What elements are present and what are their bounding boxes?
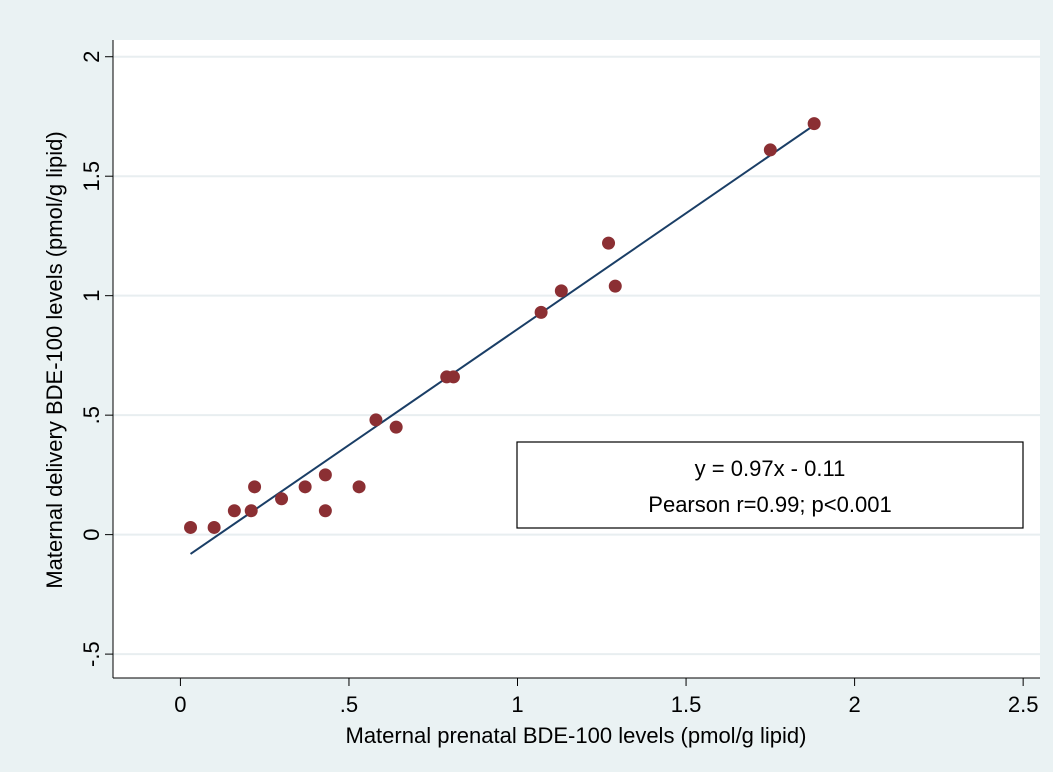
y-tick-label: 1 <box>79 290 104 302</box>
gridlines <box>113 55 1040 656</box>
data-point <box>298 480 312 494</box>
data-point <box>318 504 332 518</box>
data-point <box>763 143 777 157</box>
data-point <box>207 520 221 534</box>
data-point <box>369 413 383 427</box>
data-point <box>244 504 258 518</box>
y-tick-label: 1.5 <box>79 161 104 192</box>
x-tick-label: 1 <box>511 692 523 717</box>
data-point <box>389 420 403 434</box>
annotation-box: y = 0.97x - 0.11 Pearson r=0.99; p<0.001 <box>516 441 1024 529</box>
data-point <box>318 468 332 482</box>
y-axis-label: Maternal delivery BDE-100 levels (pmol/g… <box>42 131 67 588</box>
data-point <box>534 305 548 319</box>
data-point <box>602 236 616 250</box>
x-tick-label: .5 <box>340 692 358 717</box>
x-axis-label: Maternal prenatal BDE-100 levels (pmol/g… <box>346 723 807 748</box>
y-tick-label: 2 <box>79 51 104 63</box>
y-axis-ticks: -.5 0 .5 1 1.5 2 <box>79 51 113 667</box>
fit-line <box>189 124 815 555</box>
plot-area <box>113 40 1040 678</box>
y-tick-label: .5 <box>79 406 104 424</box>
data-point <box>227 504 241 518</box>
x-tick-label: 2.5 <box>1008 692 1039 717</box>
annotation-equation: y = 0.97x - 0.11 <box>695 456 846 481</box>
x-tick-label: 1.5 <box>671 692 702 717</box>
y-tick-label: -.5 <box>79 641 104 667</box>
data-point <box>608 279 622 293</box>
data-points <box>184 117 821 534</box>
data-point <box>446 370 460 384</box>
x-axis-ticks: 0 .5 1 1.5 2 2.5 <box>174 678 1038 717</box>
data-point <box>554 284 568 298</box>
y-tick-label: 0 <box>79 529 104 541</box>
data-point <box>807 117 821 131</box>
x-tick-label: 0 <box>174 692 186 717</box>
data-point <box>184 520 198 534</box>
x-tick-label: 2 <box>848 692 860 717</box>
annotation-correlation: Pearson r=0.99; p<0.001 <box>648 492 891 517</box>
data-point <box>275 492 289 506</box>
data-point <box>248 480 262 494</box>
data-point <box>352 480 366 494</box>
